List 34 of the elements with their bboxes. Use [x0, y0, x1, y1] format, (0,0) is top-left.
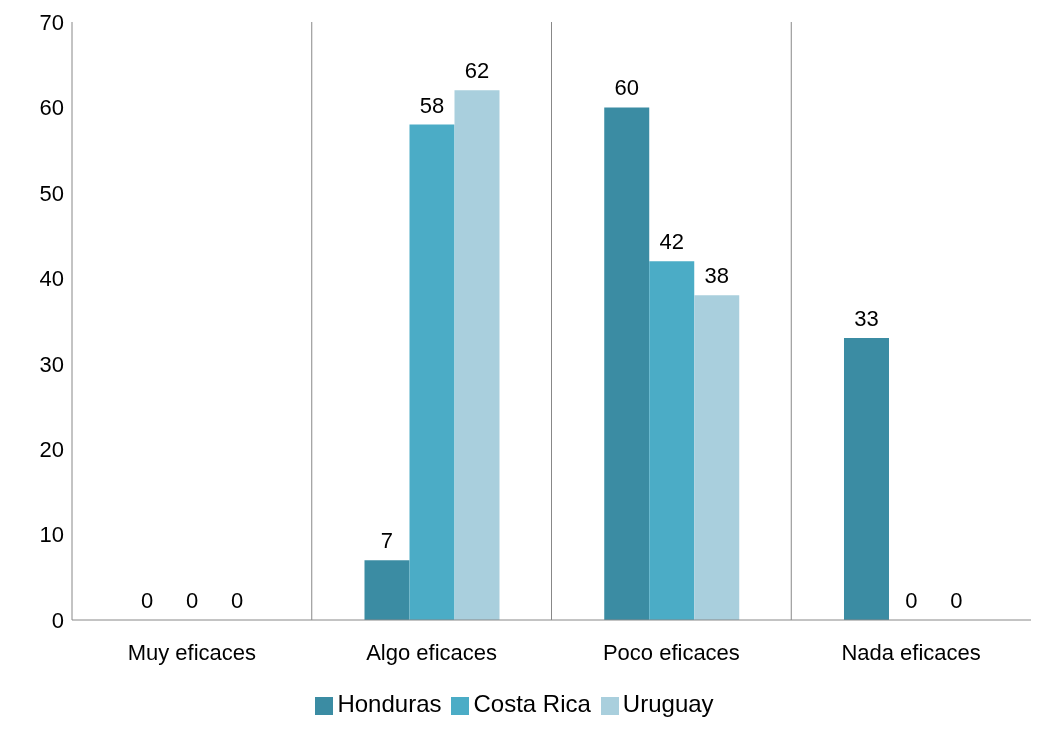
data-label: 0	[186, 587, 199, 613]
x-tick-label: Algo eficaces	[366, 639, 498, 665]
x-tick-label: Poco eficaces	[602, 639, 740, 665]
bar	[409, 124, 455, 620]
x-tick-label: Nada eficaces	[841, 639, 981, 665]
y-tick-label: 30	[39, 351, 64, 377]
y-tick-label: 50	[39, 180, 64, 206]
data-label: 33	[854, 306, 879, 332]
data-label: 0	[950, 587, 963, 613]
y-tick-label: 20	[39, 436, 64, 462]
bar	[649, 261, 695, 620]
y-tick-label: 60	[39, 95, 64, 121]
y-tick-label: 40	[39, 266, 64, 292]
bar	[844, 338, 889, 620]
data-label: 58	[419, 92, 445, 118]
data-label: 0	[905, 587, 918, 613]
bar	[694, 295, 740, 620]
bar	[364, 560, 410, 620]
y-tick-label: 70	[39, 9, 64, 35]
y-tick-label: 0	[51, 607, 64, 633]
legend-label: Uruguay	[622, 690, 714, 717]
x-tick-label: Muy eficaces	[127, 639, 257, 665]
data-label: 42	[659, 229, 684, 255]
bar	[604, 107, 650, 620]
data-label: 7	[380, 528, 394, 554]
legend-label: Costa Rica	[473, 690, 591, 717]
data-label: 0	[141, 587, 154, 613]
data-label: 60	[614, 75, 639, 101]
legend-label: Honduras	[337, 690, 442, 717]
data-label: 0	[231, 587, 244, 613]
y-tick-label: 10	[39, 522, 64, 548]
bar	[454, 90, 500, 620]
data-label: 38	[704, 263, 729, 289]
data-label: 62	[464, 58, 490, 84]
